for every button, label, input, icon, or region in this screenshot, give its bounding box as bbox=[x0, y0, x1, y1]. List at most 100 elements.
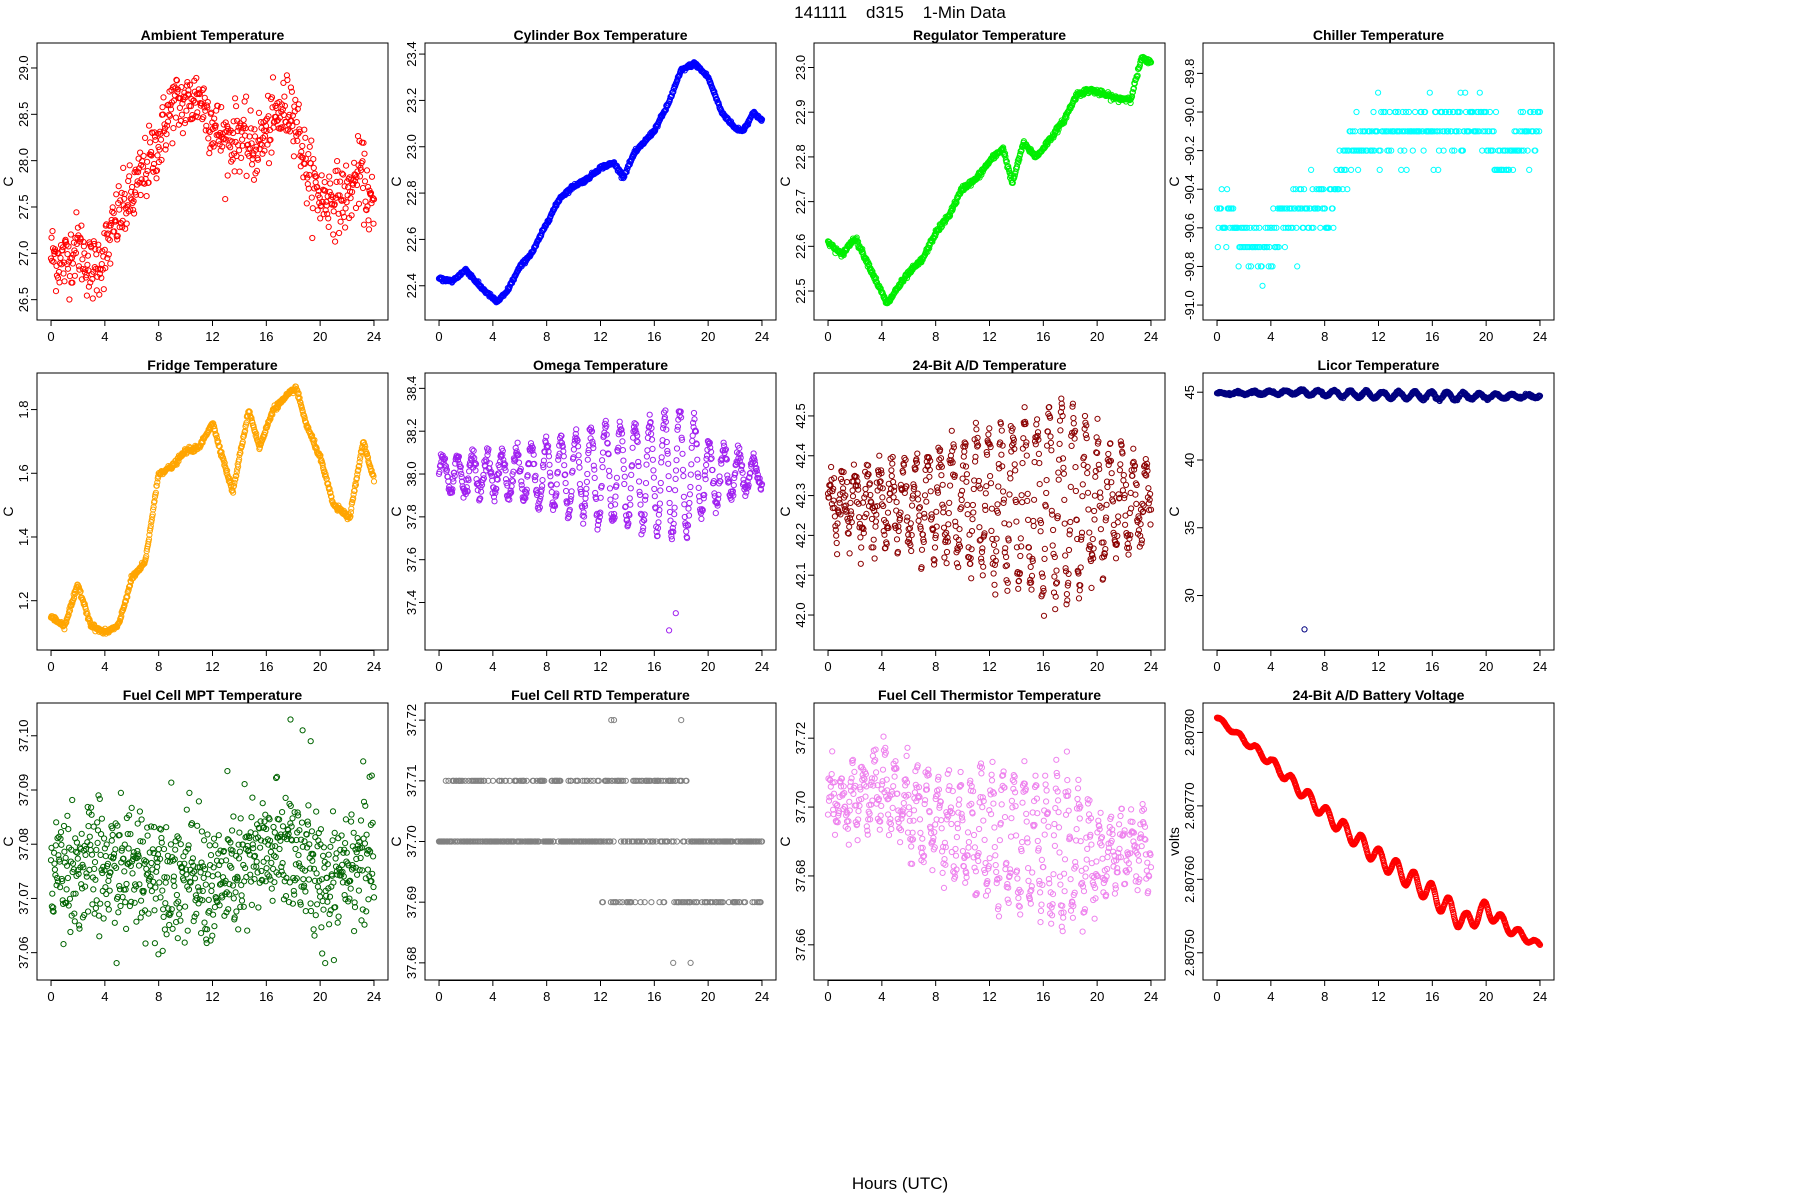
data-point bbox=[232, 476, 239, 483]
data-point bbox=[98, 274, 105, 281]
data-point bbox=[1109, 498, 1117, 505]
data-point bbox=[1325, 224, 1332, 231]
data-point bbox=[172, 114, 179, 121]
data-point bbox=[170, 125, 177, 132]
data-point bbox=[305, 151, 312, 158]
data-point bbox=[89, 276, 96, 283]
data-point bbox=[259, 134, 267, 141]
data-point bbox=[1395, 108, 1402, 116]
y-tick-label: 22.8 bbox=[793, 144, 808, 169]
data-point bbox=[1019, 445, 1027, 452]
figure-xlabel: Hours (UTC) bbox=[852, 1174, 948, 1193]
data-point bbox=[832, 526, 839, 533]
data-point bbox=[672, 487, 679, 494]
data-point bbox=[970, 509, 977, 516]
data-point bbox=[206, 150, 213, 157]
data-point bbox=[329, 194, 336, 201]
data-point bbox=[884, 509, 892, 516]
data-point bbox=[250, 176, 258, 183]
data-point bbox=[658, 454, 665, 461]
data-point bbox=[1420, 147, 1427, 154]
data-point bbox=[1264, 244, 1271, 251]
data-point bbox=[301, 126, 308, 133]
data-point bbox=[310, 164, 317, 171]
data-point bbox=[945, 509, 952, 517]
data-point bbox=[238, 128, 245, 135]
data-point bbox=[970, 485, 977, 493]
data-point bbox=[949, 205, 956, 213]
x-axis: 0 4 8 12 16 20 24 bbox=[1213, 650, 1547, 674]
data-point bbox=[665, 473, 672, 480]
data-point bbox=[1130, 445, 1137, 452]
data-point bbox=[1068, 442, 1075, 449]
data-point bbox=[968, 575, 975, 582]
x-axis: 0 4 8 12 16 20 24 bbox=[1213, 320, 1547, 344]
data-point bbox=[1382, 108, 1389, 116]
data-point bbox=[958, 496, 965, 504]
data-point bbox=[575, 452, 582, 459]
data-point bbox=[347, 195, 354, 202]
data-point bbox=[223, 136, 230, 143]
data-point bbox=[657, 479, 664, 487]
data-point bbox=[1001, 150, 1009, 157]
data-point bbox=[583, 485, 590, 492]
data-point bbox=[1347, 128, 1354, 135]
data-point bbox=[303, 200, 310, 207]
data-point bbox=[108, 216, 115, 224]
data-point bbox=[236, 456, 243, 463]
data-point bbox=[698, 515, 705, 523]
data-point bbox=[836, 499, 843, 506]
data-point bbox=[1092, 473, 1099, 480]
data-point bbox=[1398, 166, 1405, 173]
data-point bbox=[220, 121, 227, 128]
data-point bbox=[150, 160, 158, 168]
data-point bbox=[1108, 470, 1115, 477]
data-point bbox=[1348, 166, 1355, 173]
data-point bbox=[560, 453, 567, 460]
y-axis-label: C bbox=[1166, 506, 1182, 516]
data-point bbox=[325, 215, 332, 222]
y-tick-label: 22.6 bbox=[793, 234, 808, 259]
data-point bbox=[712, 509, 719, 517]
data-point bbox=[337, 178, 344, 185]
data-point bbox=[480, 475, 487, 482]
data-point bbox=[151, 498, 158, 505]
data-point bbox=[963, 478, 970, 485]
data-point bbox=[120, 164, 127, 171]
data-point bbox=[983, 483, 990, 490]
data-point bbox=[365, 217, 372, 224]
data-point bbox=[140, 163, 147, 170]
data-point bbox=[924, 248, 931, 255]
y-tick-label: 35 bbox=[1182, 521, 1197, 535]
data-point bbox=[59, 247, 66, 254]
data-point bbox=[200, 114, 207, 121]
data-point bbox=[1271, 224, 1278, 231]
data-point bbox=[330, 231, 337, 238]
data-point bbox=[142, 134, 149, 141]
data-point bbox=[222, 119, 229, 126]
x-tick-label: 4 bbox=[1267, 659, 1274, 674]
x-tick-label: 24 bbox=[1533, 329, 1547, 344]
data-point bbox=[1097, 526, 1105, 533]
data-point bbox=[858, 544, 865, 551]
data-point bbox=[1309, 186, 1316, 193]
data-point bbox=[1012, 467, 1019, 474]
data-point bbox=[1376, 166, 1383, 173]
data-point bbox=[102, 265, 109, 272]
data-point bbox=[853, 234, 860, 241]
data-point bbox=[621, 473, 628, 480]
data-point bbox=[52, 288, 60, 295]
data-point bbox=[847, 499, 854, 506]
data-point bbox=[185, 87, 192, 94]
data-point bbox=[619, 438, 626, 445]
data-point bbox=[1084, 489, 1092, 496]
series-points bbox=[435, 407, 766, 634]
data-point bbox=[908, 547, 915, 555]
data-point bbox=[1533, 128, 1541, 135]
data-point bbox=[48, 234, 55, 241]
data-point bbox=[1517, 108, 1524, 116]
data-point bbox=[286, 128, 293, 135]
data-point bbox=[683, 528, 690, 535]
data-point bbox=[849, 493, 857, 500]
